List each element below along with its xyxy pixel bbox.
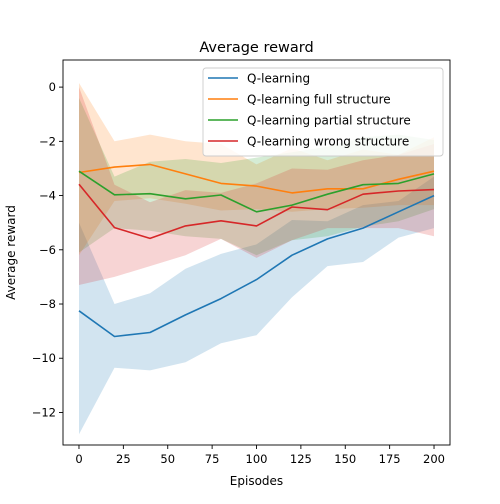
series-lines [78, 163, 435, 338]
x-axis-ticks: 0 25 50 75 100 125 150 175 200 [75, 445, 445, 466]
x-tick-label: 100 [246, 452, 268, 466]
x-axis-label: Episodes [230, 474, 283, 488]
x-tick-label: 25 [116, 452, 131, 466]
q-learning-line [78, 194, 435, 338]
q-learning-wrong-structure-line [78, 183, 435, 240]
q-learning-full-structure-band [79, 83, 434, 256]
q-learning-partial-structure-band [79, 98, 434, 256]
y-tick-label: −12 [32, 405, 56, 419]
y-tick-label: −8 [39, 297, 56, 311]
legend: Q-learning Q-learning full structure Q-lea… [202, 67, 444, 157]
y-axis-label: Average reward [4, 205, 18, 300]
x-tick-label: 0 [75, 452, 82, 466]
x-tick-label: 175 [379, 452, 401, 466]
y-tick-label: −4 [39, 189, 56, 203]
q-learning-full-structure-line [78, 163, 435, 194]
x-tick-label: 50 [160, 452, 175, 466]
x-tick-label: 125 [290, 452, 312, 466]
legend-box [202, 67, 444, 157]
q-learning-partial-structure-line [78, 170, 435, 213]
legend-label-q-learning: Q-learning [247, 72, 310, 86]
chart-title: Average reward [199, 40, 313, 56]
y-axis-ticks: 0 −2 −4 −6 −8 −10 −12 [32, 80, 63, 419]
legend-label-q-learning-partial-structure: Q-learning partial structure [247, 114, 411, 128]
x-tick-label: 150 [334, 452, 356, 466]
y-tick-label: −6 [39, 243, 56, 257]
y-tick-label: 0 [49, 80, 56, 94]
x-tick-label: 75 [205, 452, 220, 466]
y-tick-label: −2 [39, 134, 56, 148]
y-tick-label: −10 [32, 351, 56, 365]
x-tick-label: 200 [423, 452, 445, 466]
legend-label-q-learning-full-structure: Q-learning full structure [247, 93, 391, 107]
legend-label-q-learning-wrong-structure: Q-learning wrong structure [247, 135, 409, 149]
q-learning-band [79, 176, 434, 435]
